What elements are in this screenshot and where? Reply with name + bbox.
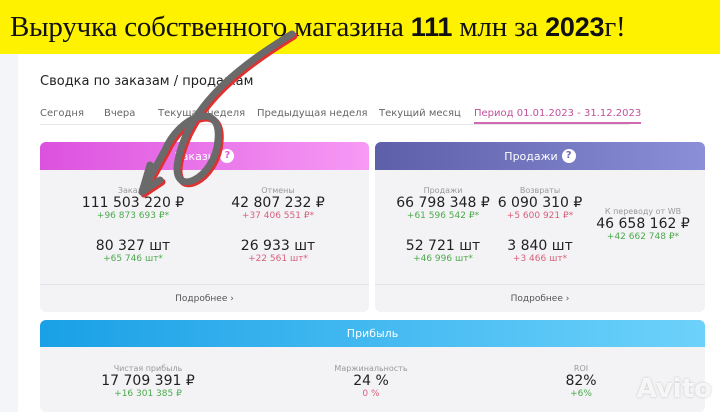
- metric-text: 52 721 шт: [405, 238, 481, 254]
- tab-today[interactable]: Сегодня: [40, 108, 84, 119]
- roi-metric: ROI 82% +6%: [565, 364, 596, 399]
- orders-more-link[interactable]: Подробнее ›: [40, 284, 369, 312]
- metric-text: 82%: [565, 373, 597, 389]
- sales-metric: Продажи 66 798 348 ₽ +61 596 542 ₽*: [396, 186, 490, 221]
- metric-text: 26 933 шт: [240, 238, 316, 254]
- metric-text: Возвраты: [519, 186, 561, 195]
- promo-banner: Выручка собственного магазина 111 млн за…: [0, 0, 720, 54]
- sales-qty-metric: 52 721 шт +46 996 шт*: [406, 238, 480, 264]
- sales-card: Продажи? Продажи 66 798 348 ₽ +61 596 542 …: [375, 142, 705, 312]
- page-title: Сводка по заказам / продажам: [40, 74, 254, 89]
- banner-text: млн за: [452, 11, 546, 43]
- profit-title: Прибыль: [346, 327, 399, 340]
- returns-qty-metric: 3 840 шт +3 466 шт*: [507, 238, 573, 264]
- orders-qty-metric: 80 327 шт +65 746 шт*: [96, 238, 170, 264]
- tab-period[interactable]: Период 01.01.2023 - 31.12.2023: [474, 108, 642, 124]
- metric-text: +6%: [570, 389, 592, 399]
- metric-text: 46 658 162 ₽: [596, 216, 690, 232]
- margin-metric: Маржинальность 24 % 0 %: [334, 364, 407, 399]
- metric-text: Маржинальность: [334, 364, 408, 373]
- banner-text: г!: [604, 11, 626, 43]
- orders-metric: Заказы 111 503 220 ₽ +96 873 693 ₽*: [82, 186, 184, 221]
- metric-text: +16 301 385 ₽: [114, 389, 182, 399]
- help-icon[interactable]: ?: [220, 149, 235, 163]
- metric-text: Заказы: [117, 186, 149, 195]
- net-profit-metric: Чистая прибыль 17 709 391 ₽ +16 301 385 ₽: [101, 364, 195, 399]
- metric-text: 0 %: [362, 389, 380, 399]
- metric-text: +42 662 748 ₽*: [606, 232, 680, 242]
- profit-header: Прибыль: [40, 320, 705, 347]
- profit-card: Прибыль Чистая прибыль 17 709 391 ₽ +16 30…: [40, 320, 705, 412]
- sales-title: Продажи: [504, 149, 558, 163]
- metric-text: ROI: [573, 364, 589, 373]
- sales-more-link[interactable]: Подробнее ›: [375, 284, 705, 312]
- cancels-qty-metric: 26 933 шт +22 561 шт*: [241, 238, 315, 264]
- metric-text: +3 466 шт*: [512, 254, 568, 264]
- metric-text: 6 090 310 ₽: [497, 195, 583, 211]
- metric-text: 66 798 348 ₽: [396, 195, 490, 211]
- metric-text: Отмены: [261, 186, 295, 195]
- metric-text: +61 596 542 ₽*: [406, 211, 480, 221]
- transfer-metric: К переводу от WB 46 658 162 ₽ +42 662 748 …: [596, 207, 690, 242]
- banner-year: 2023: [545, 12, 605, 42]
- metric-text: 24 %: [353, 373, 389, 389]
- tab-previous-week[interactable]: Предыдущая неделя: [257, 108, 368, 119]
- banner-text: Выручка собственного магазина: [10, 11, 411, 43]
- metric-text: Чистая прибыль: [113, 364, 183, 373]
- metric-text: +46 996 шт*: [413, 254, 473, 264]
- metric-text: +5 600 921 ₽*: [506, 211, 574, 221]
- metric-text: 17 709 391 ₽: [101, 373, 195, 389]
- sales-header: Продажи?: [375, 142, 705, 170]
- metric-text: 42 807 232 ₽: [231, 195, 325, 211]
- returns-metric: Возвраты 6 090 310 ₽ +5 600 921 ₽*: [498, 186, 583, 221]
- metric-text: +37 406 551 ₽*: [241, 211, 315, 221]
- metric-text: 80 327 шт: [95, 238, 171, 254]
- help-icon[interactable]: ?: [561, 149, 576, 163]
- tab-yesterday[interactable]: Вчера: [104, 108, 136, 119]
- metric-text: +96 873 693 ₽*: [96, 211, 170, 221]
- metric-text: +65 746 шт*: [103, 254, 163, 264]
- orders-card: Заказы? Заказы 111 503 220 ₽ +96 873 693 ₽…: [40, 142, 369, 312]
- banner-amount: 111: [410, 12, 453, 42]
- cancels-metric: Отмены 42 807 232 ₽ +37 406 551 ₽*: [231, 186, 325, 221]
- avito-watermark: Avito: [636, 374, 712, 404]
- metric-text: 111 503 220 ₽: [81, 195, 185, 211]
- tab-current-month[interactable]: Текущий месяц: [379, 108, 461, 119]
- metric-text: К переводу от WB: [604, 207, 682, 216]
- metric-text: 3 840 шт: [507, 238, 573, 254]
- metric-text: +22 561 шт*: [248, 254, 308, 264]
- metric-text: Продажи: [423, 186, 463, 195]
